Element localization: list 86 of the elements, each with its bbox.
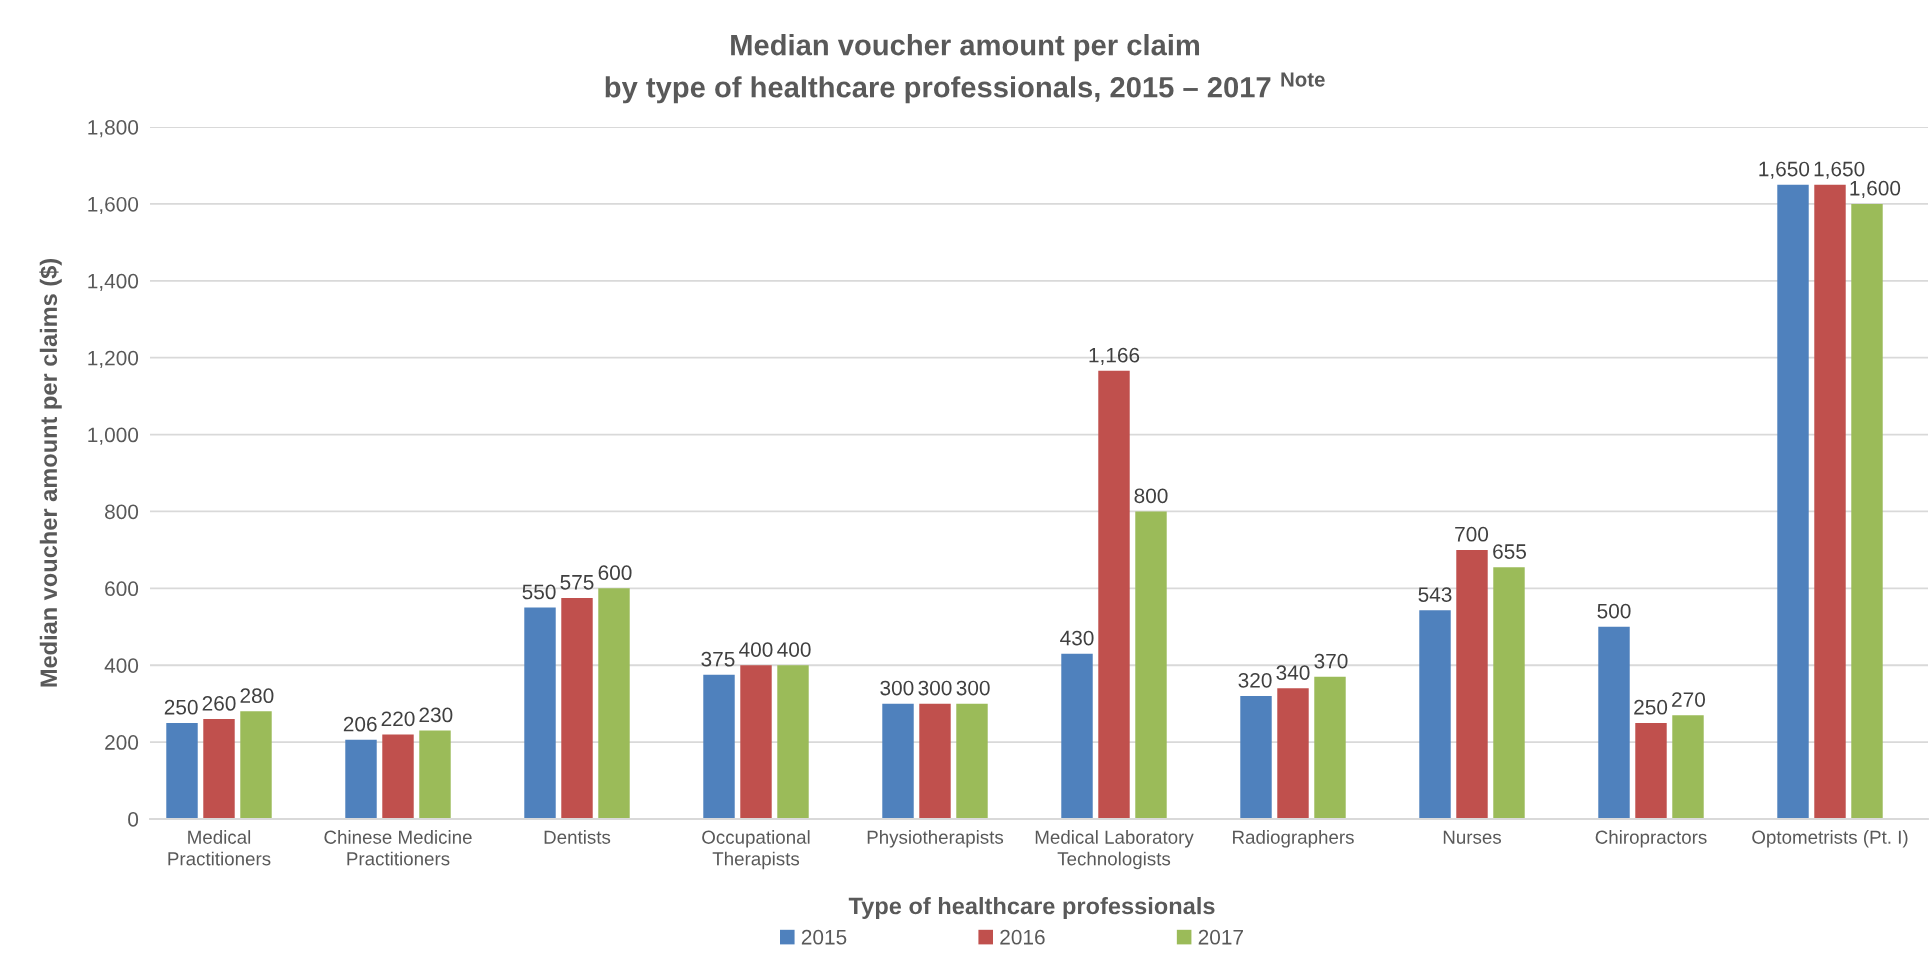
bar	[919, 703, 951, 819]
bar	[1493, 567, 1525, 819]
x-tick-label: Medical Practitioners	[168, 830, 271, 866]
bar	[1814, 184, 1846, 819]
data-label: 600	[598, 565, 632, 581]
data-label: 270	[1672, 692, 1705, 707]
data-label: 230	[419, 707, 453, 723]
bar	[956, 703, 988, 819]
bar	[166, 722, 198, 819]
bar	[703, 674, 735, 819]
y-tick-label: 1,000	[88, 427, 139, 445]
x-tick-label: Nurses	[1443, 830, 1502, 844]
data-label: 1,650	[1814, 161, 1865, 179]
data-label: 300	[918, 680, 952, 696]
bar	[777, 665, 809, 819]
bar	[882, 703, 914, 819]
bar	[240, 711, 272, 819]
data-label: 280	[240, 688, 274, 704]
x-tick-label: Medical Laboratory Technologists	[1035, 830, 1194, 870]
bar	[1061, 653, 1093, 819]
data-label: 800	[1134, 488, 1168, 504]
bar	[1277, 688, 1309, 819]
x-tick-label: Optometrists (Pt. I)	[1752, 830, 1908, 848]
legend-label: 2017	[1198, 929, 1243, 945]
data-label: 700	[1455, 526, 1489, 542]
y-tick-label: 1,600	[88, 196, 139, 215]
bar	[598, 588, 630, 819]
data-label: 550	[522, 584, 556, 600]
bar	[345, 739, 377, 819]
x-tick-label: Dentists	[544, 830, 611, 844]
data-label: 206	[343, 716, 377, 732]
bar	[1314, 676, 1346, 819]
data-label: 260	[202, 696, 236, 711]
bar	[1456, 549, 1488, 819]
data-label: 1,166	[1089, 347, 1140, 365]
data-label: 250	[1634, 699, 1668, 715]
data-label: 250	[164, 699, 198, 715]
data-label: 1,600	[1850, 180, 1901, 199]
y-tick-label: 1,400	[88, 273, 139, 291]
data-label: 1,650	[1759, 161, 1810, 179]
data-label: 400	[739, 642, 773, 657]
y-tick-label: 1,200	[88, 350, 139, 368]
bar	[1098, 370, 1130, 819]
bar	[561, 597, 593, 819]
legend-label: 2015	[801, 929, 847, 945]
data-label: 300	[956, 680, 990, 696]
bar	[1635, 722, 1667, 819]
bar	[419, 730, 451, 819]
bar	[1672, 715, 1704, 819]
y-tick-label: 0	[128, 812, 139, 827]
bar	[1851, 203, 1883, 819]
x-tick-label: Chiropractors	[1595, 830, 1707, 848]
bar	[524, 607, 556, 819]
x-tick-label: Occupational Therapists	[702, 830, 810, 870]
data-label: 320	[1238, 672, 1272, 688]
data-label: 575	[560, 575, 594, 590]
data-label: 220	[381, 711, 415, 727]
data-label: 430	[1060, 630, 1094, 646]
x-tick-label: Physiotherapists	[867, 830, 1004, 848]
bar	[1135, 511, 1167, 819]
y-tick-label: 200	[105, 735, 139, 750]
x-tick-label: Chinese Medicine Practitioners	[324, 830, 472, 866]
chart-title: Median voucher amount per claim by type of healthcare professionals, 2015 – 2017 $^{Note}$	[605, 34, 1325, 104]
bar	[1777, 184, 1809, 819]
data-label: 300	[880, 680, 914, 696]
data-label: 655	[1493, 544, 1526, 559]
x-tick-label: Radiographers	[1233, 830, 1354, 848]
data-label: 543	[1418, 587, 1452, 602]
data-label: 340	[1276, 665, 1310, 680]
y-tick-label: 400	[104, 658, 139, 673]
data-label: 375	[701, 651, 735, 667]
data-label: 370	[1314, 653, 1348, 669]
bar	[1419, 610, 1451, 819]
y-tick-label: 600	[105, 581, 139, 597]
x-axis-title: Type of healthcare professionals	[848, 897, 1215, 920]
bar	[203, 719, 235, 819]
bar	[1598, 626, 1630, 819]
bar	[740, 665, 772, 819]
bar	[382, 734, 414, 819]
y-axis-title: Median voucher amount per claims ($)	[39, 258, 62, 687]
data-label: 400	[777, 642, 811, 657]
bar	[1240, 695, 1272, 819]
y-tick-label: 1,800	[88, 120, 139, 138]
legend-label: 2016	[1000, 929, 1045, 945]
data-label: 500	[1597, 603, 1631, 619]
y-tick-label: 800	[105, 504, 139, 520]
